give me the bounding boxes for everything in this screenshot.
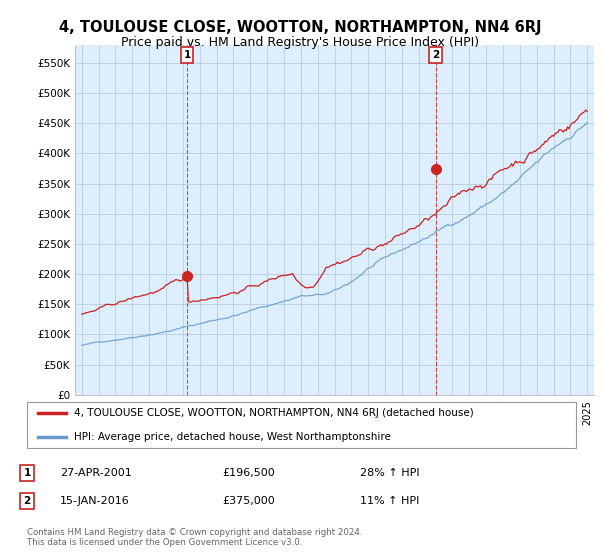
Text: 4, TOULOUSE CLOSE, WOOTTON, NORTHAMPTON, NN4 6RJ (detached house): 4, TOULOUSE CLOSE, WOOTTON, NORTHAMPTON,… — [74, 408, 474, 418]
FancyBboxPatch shape — [27, 402, 577, 448]
Text: Price paid vs. HM Land Registry's House Price Index (HPI): Price paid vs. HM Land Registry's House … — [121, 36, 479, 49]
Text: 1: 1 — [184, 50, 191, 60]
Text: HPI: Average price, detached house, West Northamptonshire: HPI: Average price, detached house, West… — [74, 432, 391, 442]
Text: 1: 1 — [23, 468, 31, 478]
Text: 2: 2 — [432, 50, 439, 60]
Text: 15-JAN-2016: 15-JAN-2016 — [60, 496, 130, 506]
Text: £196,500: £196,500 — [222, 468, 275, 478]
Text: £375,000: £375,000 — [222, 496, 275, 506]
Text: Contains HM Land Registry data © Crown copyright and database right 2024.
This d: Contains HM Land Registry data © Crown c… — [27, 528, 362, 547]
Text: 2: 2 — [23, 496, 31, 506]
Text: 28% ↑ HPI: 28% ↑ HPI — [360, 468, 419, 478]
Text: 4, TOULOUSE CLOSE, WOOTTON, NORTHAMPTON, NN4 6RJ: 4, TOULOUSE CLOSE, WOOTTON, NORTHAMPTON,… — [59, 20, 541, 35]
Text: 11% ↑ HPI: 11% ↑ HPI — [360, 496, 419, 506]
Text: 27-APR-2001: 27-APR-2001 — [60, 468, 132, 478]
